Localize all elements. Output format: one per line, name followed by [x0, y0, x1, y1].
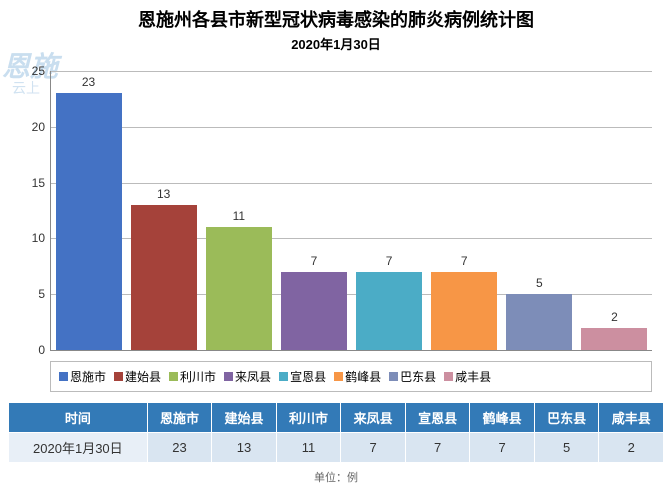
table-cell: 5	[534, 433, 599, 463]
legend-swatch	[169, 372, 178, 381]
legend-item: 恩施市	[59, 368, 106, 385]
legend-label: 恩施市	[70, 368, 106, 385]
bar: 2	[581, 328, 647, 350]
bar-wrap: 5	[502, 71, 577, 350]
legend-item: 来凤县	[224, 368, 271, 385]
table-header-time: 时间	[9, 403, 148, 433]
legend-swatch	[444, 372, 453, 381]
chart-subtitle: 2020年1月30日	[0, 34, 672, 53]
table-header: 建始县	[212, 403, 277, 433]
ytick-label: 0	[38, 343, 45, 357]
table-cell: 7	[470, 433, 535, 463]
bar: 11	[206, 227, 272, 350]
chart-title: 恩施州各县市新型冠状病毒感染的肺炎病例统计图	[0, 0, 672, 32]
ytick-label: 5	[38, 287, 45, 301]
table-header: 咸丰县	[599, 403, 664, 433]
table-header: 宣恩县	[405, 403, 470, 433]
bar-wrap: 11	[201, 71, 276, 350]
bar-wrap: 2	[577, 71, 652, 350]
legend-label: 鹤峰县	[345, 368, 381, 385]
table-cell: 2	[599, 433, 664, 463]
legend-swatch	[224, 372, 233, 381]
legend-label: 利川市	[180, 368, 216, 385]
bar-value-label: 23	[82, 75, 95, 89]
table-cell: 7	[405, 433, 470, 463]
legend-swatch	[279, 372, 288, 381]
bar: 5	[506, 294, 572, 350]
table-cell: 7	[341, 433, 406, 463]
legend-label: 宣恩县	[290, 368, 326, 385]
bar-value-label: 5	[536, 276, 543, 290]
bar-value-label: 7	[386, 254, 393, 268]
ytick-label: 10	[32, 231, 45, 245]
table-header: 来凤县	[341, 403, 406, 433]
bar-wrap: 13	[126, 71, 201, 350]
bar: 7	[356, 272, 422, 350]
data-table: 时间恩施市建始县利川市来凤县宣恩县鹤峰县巴东县咸丰县 2020年1月30日231…	[8, 402, 664, 463]
bar-wrap: 23	[51, 71, 126, 350]
legend-item: 巴东县	[389, 368, 436, 385]
legend-swatch	[389, 372, 398, 381]
legend-swatch	[334, 372, 343, 381]
legend-item: 宣恩县	[279, 368, 326, 385]
bar: 23	[56, 93, 122, 350]
legend-label: 建始县	[125, 368, 161, 385]
bar: 7	[431, 272, 497, 350]
bars-container: 23131177752	[51, 71, 652, 350]
legend: 恩施市 建始县 利川市 来凤县 宣恩县 鹤峰县 巴东县 咸丰县	[50, 361, 652, 392]
chart-area: 051015202523131177752	[50, 71, 652, 351]
bar-value-label: 13	[157, 187, 170, 201]
ytick-label: 20	[32, 120, 45, 134]
watermark-sub: 云上	[12, 78, 40, 98]
bar-wrap: 7	[276, 71, 351, 350]
legend-swatch	[59, 372, 68, 381]
bar-value-label: 11	[233, 209, 245, 223]
ytick-label: 15	[32, 176, 45, 190]
legend-label: 来凤县	[235, 368, 271, 385]
unit-label: 单位：例	[0, 469, 672, 485]
legend-item: 建始县	[114, 368, 161, 385]
table-header: 利川市	[276, 403, 341, 433]
bar-wrap: 7	[427, 71, 502, 350]
bar-value-label: 7	[311, 254, 318, 268]
table-header: 恩施市	[147, 403, 212, 433]
legend-item: 利川市	[169, 368, 216, 385]
table-header: 巴东县	[534, 403, 599, 433]
bar-wrap: 7	[352, 71, 427, 350]
bar-value-label: 7	[461, 254, 468, 268]
plot: 051015202523131177752	[50, 71, 652, 351]
table-cell: 23	[147, 433, 212, 463]
bar: 13	[131, 205, 197, 350]
ytick-label: 25	[32, 64, 45, 78]
table-cell: 11	[276, 433, 341, 463]
legend-item: 咸丰县	[444, 368, 491, 385]
bar-value-label: 2	[611, 310, 618, 324]
bar: 7	[281, 272, 347, 350]
table-cell: 13	[212, 433, 277, 463]
table-header: 鹤峰县	[470, 403, 535, 433]
legend-swatch	[114, 372, 123, 381]
legend-label: 咸丰县	[455, 368, 491, 385]
table-row-label: 2020年1月30日	[9, 433, 148, 463]
legend-item: 鹤峰县	[334, 368, 381, 385]
legend-label: 巴东县	[400, 368, 436, 385]
